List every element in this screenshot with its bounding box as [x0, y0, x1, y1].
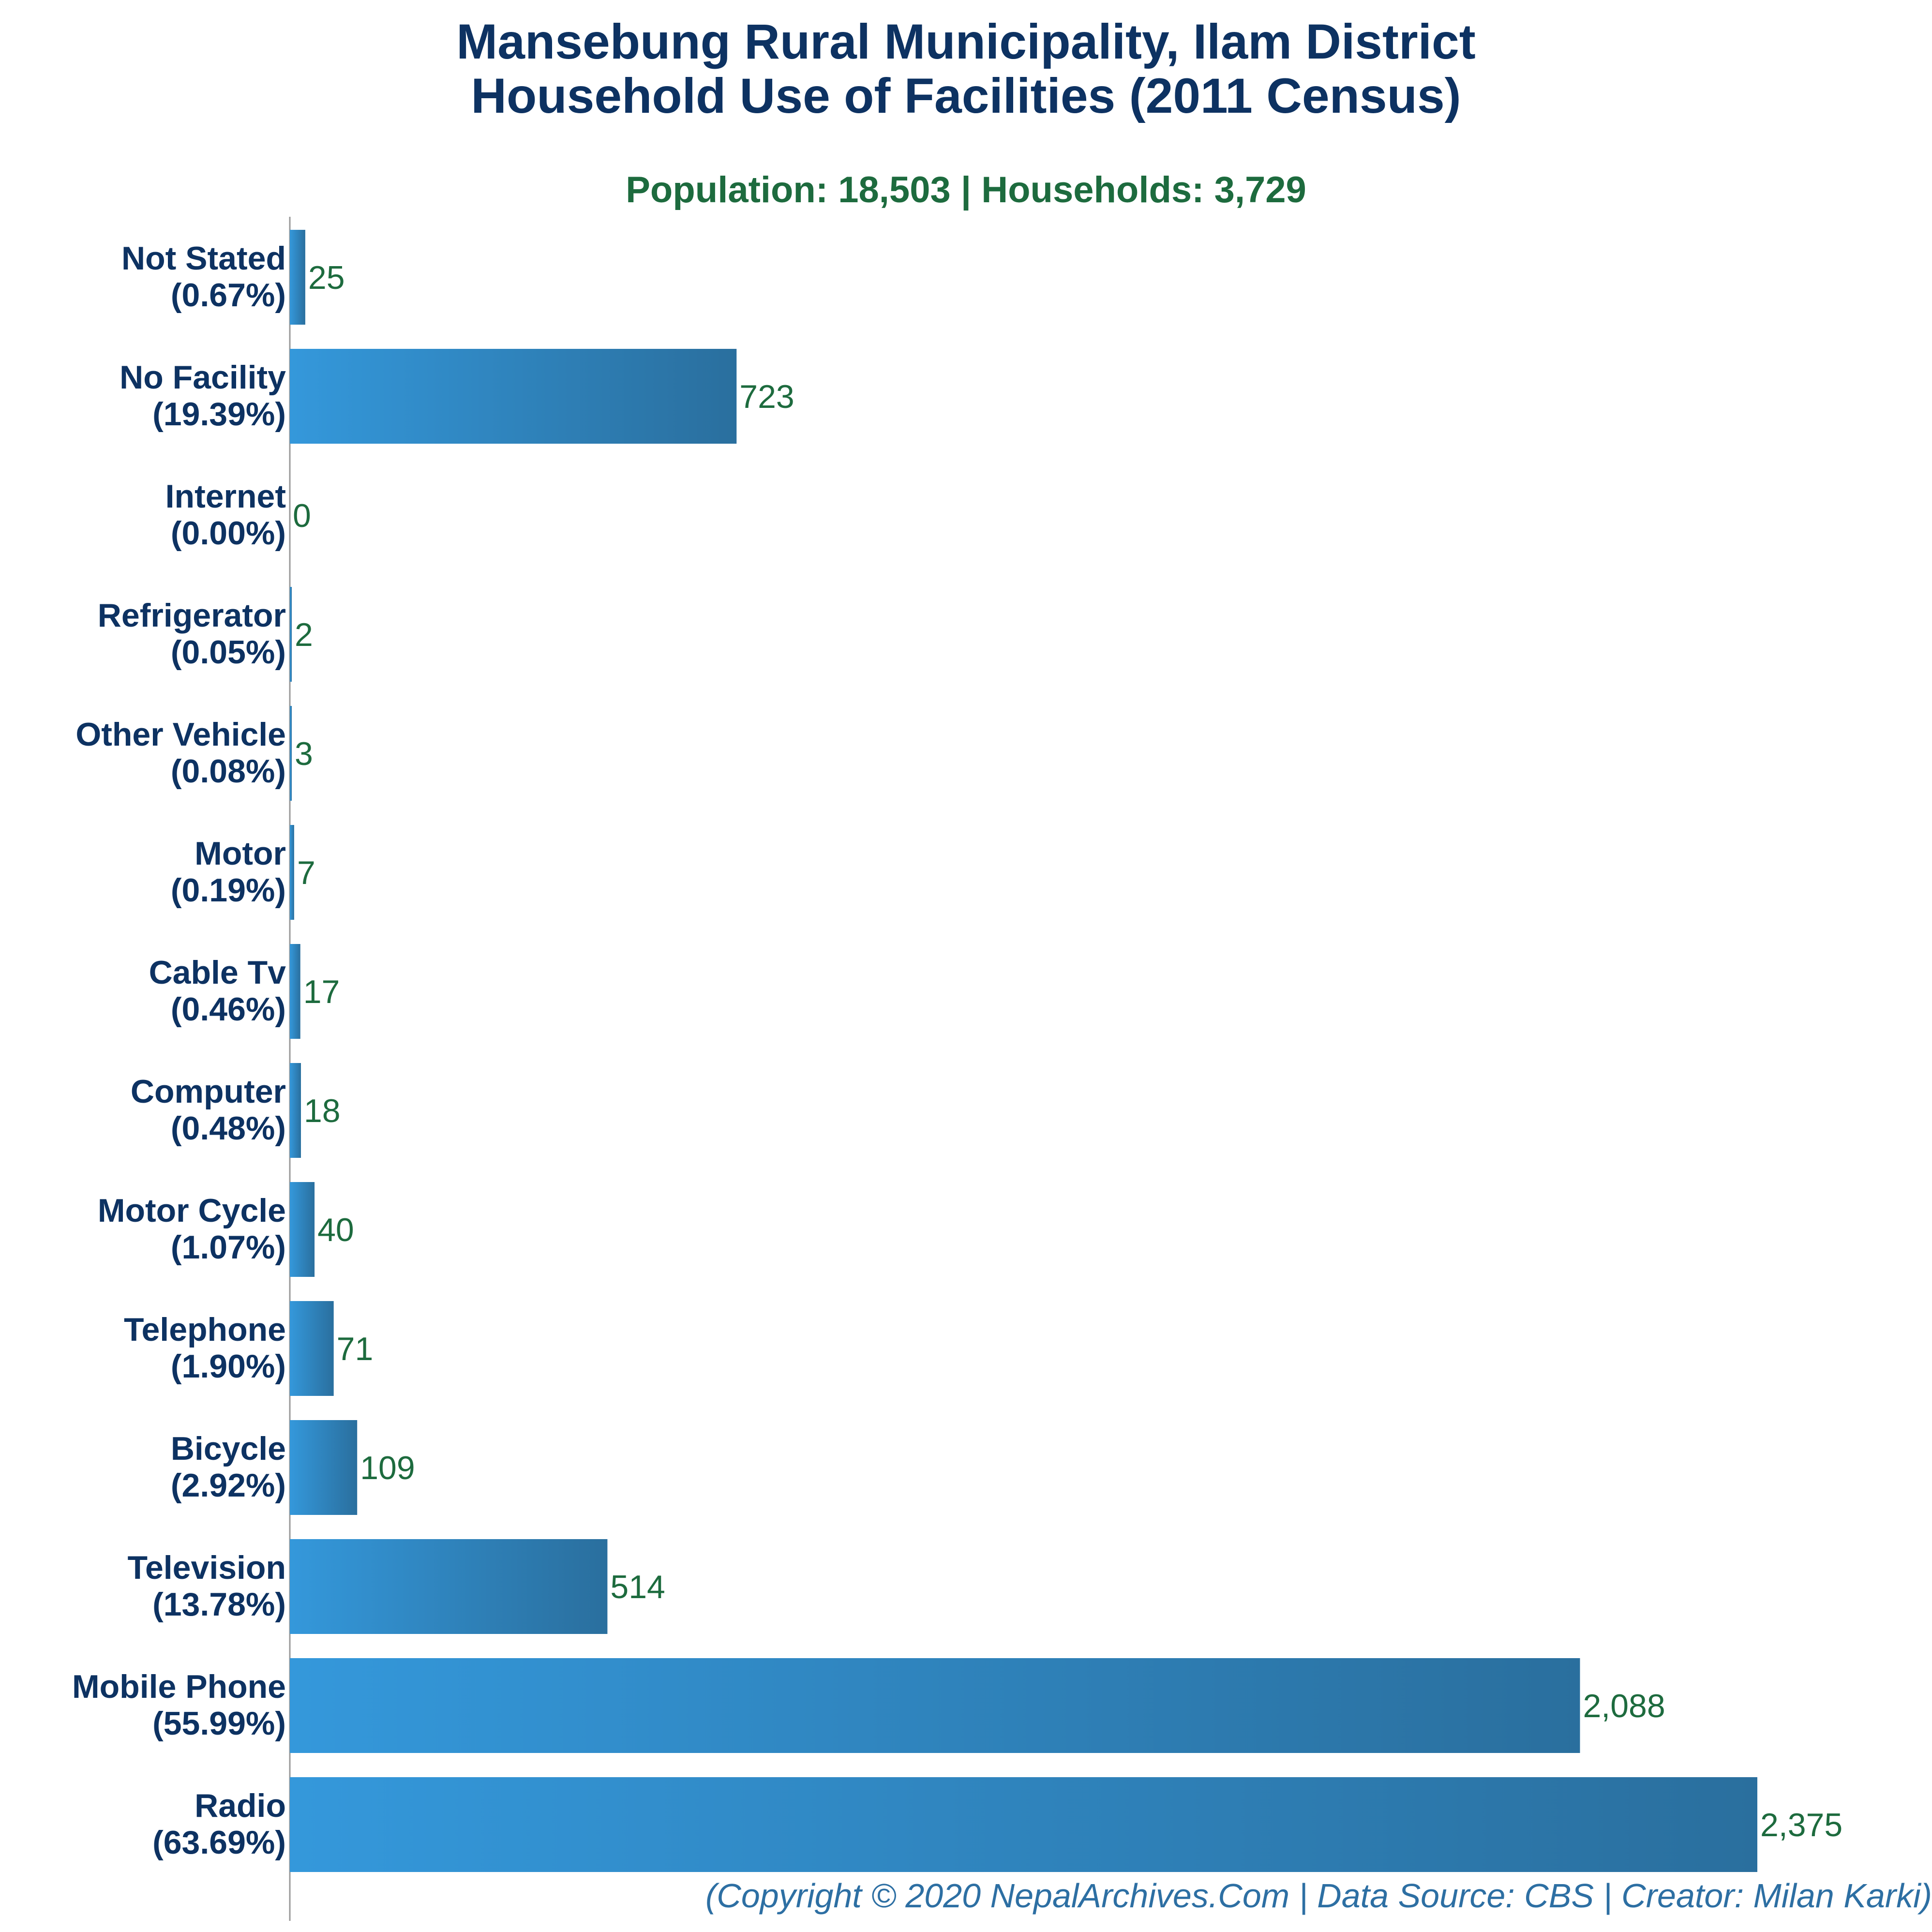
value-label-internet: 0: [293, 497, 311, 534]
bar-bicycle: [290, 1420, 358, 1515]
bar-no-facility: [290, 349, 737, 444]
percent-label-motor: (0.19%): [171, 872, 286, 909]
bar-mobile-phone: [290, 1658, 1580, 1753]
category-label-radio: Radio: [195, 1787, 286, 1824]
category-label-motor: Motor: [195, 835, 286, 872]
bar-cable-tv: [290, 944, 300, 1039]
percent-label-refrigerator: (0.05%): [171, 634, 286, 671]
value-label-television: 514: [610, 1569, 665, 1605]
category-label-television: Television: [127, 1549, 286, 1586]
value-label-bicycle: 109: [360, 1450, 415, 1486]
value-label-motor: 7: [297, 854, 315, 891]
category-label-other-vehicle: Other Vehicle: [75, 716, 286, 753]
bar-television: [290, 1539, 608, 1634]
percent-label-bicycle: (2.92%): [171, 1467, 286, 1504]
bar-telephone: [290, 1301, 334, 1396]
category-label-bicycle: Bicycle: [171, 1430, 286, 1467]
percent-label-radio: (63.69%): [152, 1824, 286, 1861]
percent-label-not-stated: (0.67%): [171, 277, 286, 314]
bar-computer: [290, 1063, 301, 1158]
value-label-no-facility: 723: [739, 378, 794, 415]
category-label-internet: Internet: [165, 478, 286, 515]
category-label-cable-tv: Cable Tv: [149, 954, 286, 991]
bar-motor-cycle: [290, 1182, 315, 1277]
bar-refrigerator: [290, 587, 292, 682]
bar-motor: [290, 825, 294, 920]
bar-not-stated: [290, 230, 305, 325]
value-label-computer: 18: [304, 1093, 341, 1129]
category-label-not-stated: Not Stated: [121, 240, 286, 277]
category-label-computer: Computer: [131, 1073, 286, 1110]
category-label-motor-cycle: Motor Cycle: [98, 1192, 286, 1229]
percent-label-internet: (0.00%): [171, 515, 286, 552]
value-label-telephone: 71: [337, 1331, 374, 1367]
percent-label-cable-tv: (0.46%): [171, 991, 286, 1028]
percent-label-motor-cycle: (1.07%): [171, 1229, 286, 1266]
percent-label-other-vehicle: (0.08%): [171, 753, 286, 790]
percent-label-telephone: (1.90%): [171, 1348, 286, 1385]
chart-subtitle: Population: 18,503 | Households: 3,729: [626, 169, 1306, 210]
percent-label-computer: (0.48%): [171, 1110, 286, 1147]
value-label-motor-cycle: 40: [317, 1212, 354, 1248]
chart-title: Mansebung Rural Municipality, Ilam Distr…: [0, 15, 1932, 123]
bar-other-vehicle: [290, 706, 292, 801]
value-label-radio: 2,375: [1760, 1807, 1842, 1843]
value-label-other-vehicle: 3: [295, 735, 313, 772]
value-label-mobile-phone: 2,088: [1583, 1688, 1665, 1724]
value-label-refrigerator: 2: [295, 616, 313, 653]
percent-label-no-facility: (19.39%): [152, 396, 286, 433]
bar-radio: [290, 1777, 1757, 1872]
percent-label-television: (13.78%): [152, 1586, 286, 1623]
chart-title-line2: Household Use of Facilities (2011 Census…: [471, 68, 1461, 123]
value-label-cable-tv: 17: [303, 973, 340, 1010]
value-label-not-stated: 25: [308, 259, 345, 296]
category-label-no-facility: No Facility: [120, 359, 286, 396]
category-label-refrigerator: Refrigerator: [98, 597, 286, 634]
chart-title-line1: Mansebung Rural Municipality, Ilam Distr…: [456, 14, 1476, 69]
category-label-telephone: Telephone: [124, 1311, 286, 1348]
category-label-mobile-phone: Mobile Phone: [72, 1668, 286, 1705]
footer-credit: (Copyright © 2020 NepalArchives.Com | Da…: [705, 1877, 1932, 1915]
percent-label-mobile-phone: (55.99%): [152, 1705, 286, 1742]
